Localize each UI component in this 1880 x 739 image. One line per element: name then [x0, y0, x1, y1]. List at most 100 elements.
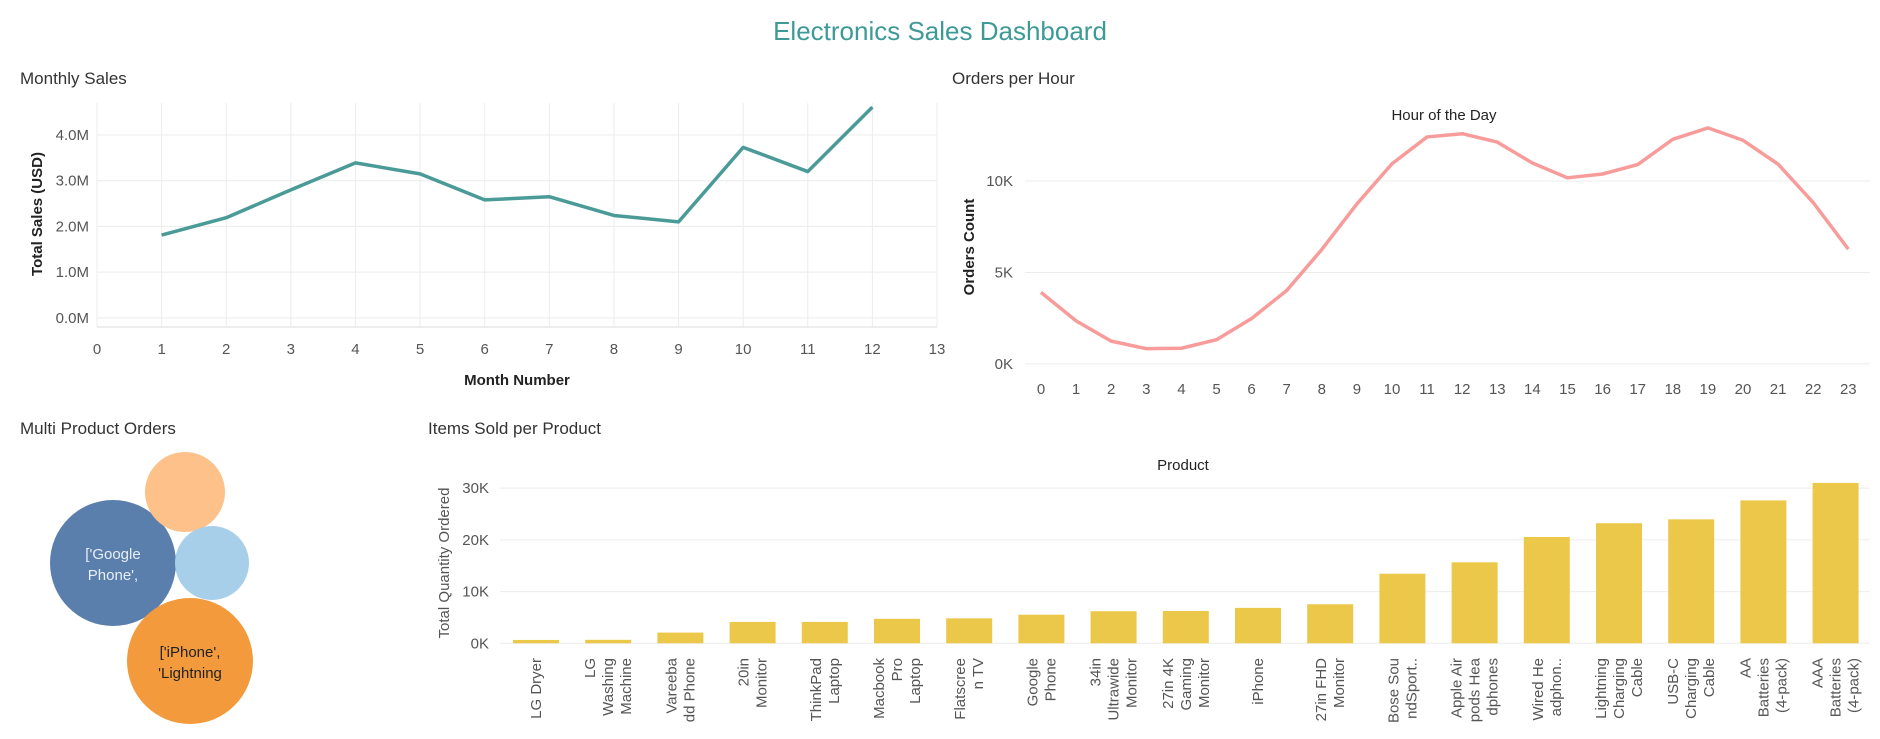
monthly-sales-y-tick: 3.0M: [56, 173, 89, 190]
items-x-tick: Machine: [618, 658, 635, 715]
items-bar: [874, 618, 920, 644]
items-x-tick: Flatscree: [952, 658, 969, 720]
multi-product-bubble: [175, 526, 249, 600]
orders-x-tick: 8: [1318, 381, 1326, 398]
items-x-tick: dphones: [1485, 658, 1502, 716]
multi-product-bubble: [50, 500, 176, 626]
items-x-tick: Laptop: [826, 658, 843, 704]
items-x-tick: Vareeba: [663, 657, 680, 713]
orders-x-tick: 9: [1353, 381, 1361, 398]
items-bar: [1523, 536, 1570, 644]
orders-x-tick: 2: [1107, 381, 1115, 398]
monthly-sales-x-tick: 6: [481, 341, 489, 358]
items-x-tick: AAA: [1810, 658, 1827, 688]
items-x-tick: iPhone: [1250, 658, 1267, 705]
monthly-sales-x-tick: 0: [93, 341, 101, 358]
multi-product-bubble: [145, 452, 225, 532]
items-x-tick: adphon..: [1548, 658, 1565, 716]
items-bar: [1812, 482, 1859, 644]
items-x-tick: Cable: [1629, 658, 1646, 697]
items-x-tick: (4-pack): [1773, 658, 1790, 713]
items-y-tick: 0K: [471, 635, 489, 652]
monthly-sales-y-tick: 2.0M: [56, 218, 89, 235]
items-x-tick: AA: [1737, 658, 1754, 678]
items-x-tick: Phone: [1042, 658, 1059, 701]
monthly-sales-x-tick: 3: [287, 341, 295, 358]
items-bar: [513, 639, 559, 644]
monthly-sales-y-tick: 1.0M: [56, 264, 89, 281]
monthly-sales-series-line: [161, 105, 874, 237]
items-x-tick: Bose Sou: [1385, 658, 1402, 723]
monthly-sales-x-tick: 4: [351, 341, 359, 358]
items-x-tick: pods Hea: [1467, 657, 1484, 722]
items-y-axis-title: Total Quantity Ordered: [436, 488, 453, 639]
items-bar: [1018, 614, 1065, 644]
orders-x-tick: 15: [1559, 381, 1576, 398]
items-x-tick: Charging: [1683, 658, 1700, 719]
dashboard-title: Electronics Sales Dashboard: [773, 16, 1107, 46]
items-x-tick: USB-C: [1665, 658, 1682, 705]
items-bar: [1090, 611, 1137, 644]
items-bar: [801, 621, 848, 644]
monthly-sales-y-tick: 0.0M: [56, 310, 89, 327]
multi-product-bubble-label: ['iPhone', 'Lightning: [158, 644, 222, 682]
orders-x-tick: 14: [1524, 381, 1541, 398]
items-x-tick: Google: [1024, 658, 1041, 706]
items-x-tick: 34in: [1088, 658, 1105, 686]
items-x-tick: Cable: [1701, 658, 1718, 697]
items-y-tick: 30K: [462, 480, 489, 497]
items-x-tick: Laptop: [907, 658, 924, 704]
multi-product-bubble-label: ['Google Phone',: [85, 546, 140, 584]
orders-y-tick: 5K: [995, 264, 1013, 281]
monthly-sales-x-tick: 12: [864, 341, 881, 358]
monthly-sales-x-axis-title: Month Number: [464, 372, 570, 389]
orders-x-tick: 13: [1489, 381, 1506, 398]
orders-x-tick: 23: [1840, 381, 1857, 398]
orders-x-tick: 17: [1629, 381, 1646, 398]
orders-x-tick: 22: [1805, 381, 1822, 398]
items-x-tick: LG Dryer: [528, 658, 545, 719]
items-x-tick: ThinkPad: [808, 658, 825, 721]
items-x-tick: Batteries: [1828, 658, 1845, 717]
items-x-tick: Monitor: [1124, 658, 1141, 708]
orders-x-tick: 16: [1594, 381, 1611, 398]
monthly-sales-x-tick: 2: [222, 341, 230, 358]
monthly-sales-x-tick: 7: [545, 341, 553, 358]
orders-x-tick: 11: [1419, 381, 1435, 398]
items-bar: [1668, 519, 1715, 644]
items-sold-per-product-title: Items Sold per Product: [428, 419, 601, 438]
monthly-sales-x-tick: 10: [735, 341, 752, 358]
items-x-tick: Gaming: [1178, 658, 1195, 711]
items-x-tick: Batteries: [1755, 658, 1772, 717]
items-bar: [1740, 500, 1787, 644]
items-bar: [1307, 604, 1354, 644]
items-bar: [585, 639, 632, 644]
monthly-sales-x-tick: 5: [416, 341, 424, 358]
orders-x-tick: 12: [1454, 381, 1471, 398]
items-x-tick: Pro: [889, 658, 906, 681]
items-x-tick: dd Phone: [681, 658, 698, 722]
orders-x-tick: 20: [1735, 381, 1752, 398]
monthly-sales-title: Monthly Sales: [20, 69, 127, 88]
items-bar: [729, 621, 776, 644]
monthly-sales-y-axis-title: Total Sales (USD): [29, 152, 46, 276]
orders-x-tick: 4: [1177, 381, 1185, 398]
items-y-tick: 10K: [462, 584, 489, 601]
monthly-sales-x-tick: 11: [800, 341, 816, 358]
orders-x-tick: 7: [1283, 381, 1291, 398]
items-x-tick: Monitor: [1331, 658, 1348, 708]
monthly-sales-x-tick: 9: [674, 341, 682, 358]
items-x-tick: Monitor: [1196, 658, 1213, 708]
orders-y-tick: 0K: [995, 356, 1013, 373]
items-x-tick: Ultrawide: [1106, 658, 1123, 721]
items-x-tick: Lightning: [1593, 658, 1610, 719]
orders-y-axis-title: Orders Count: [961, 199, 978, 296]
monthly-sales-x-tick: 13: [929, 341, 946, 358]
items-x-tick: n TV: [970, 658, 987, 689]
orders-x-tick: 1: [1072, 381, 1080, 398]
items-bar: [657, 632, 704, 644]
orders-x-tick: 0: [1037, 381, 1045, 398]
items-bar: [946, 618, 993, 644]
multi-product-orders-title: Multi Product Orders: [20, 419, 176, 438]
